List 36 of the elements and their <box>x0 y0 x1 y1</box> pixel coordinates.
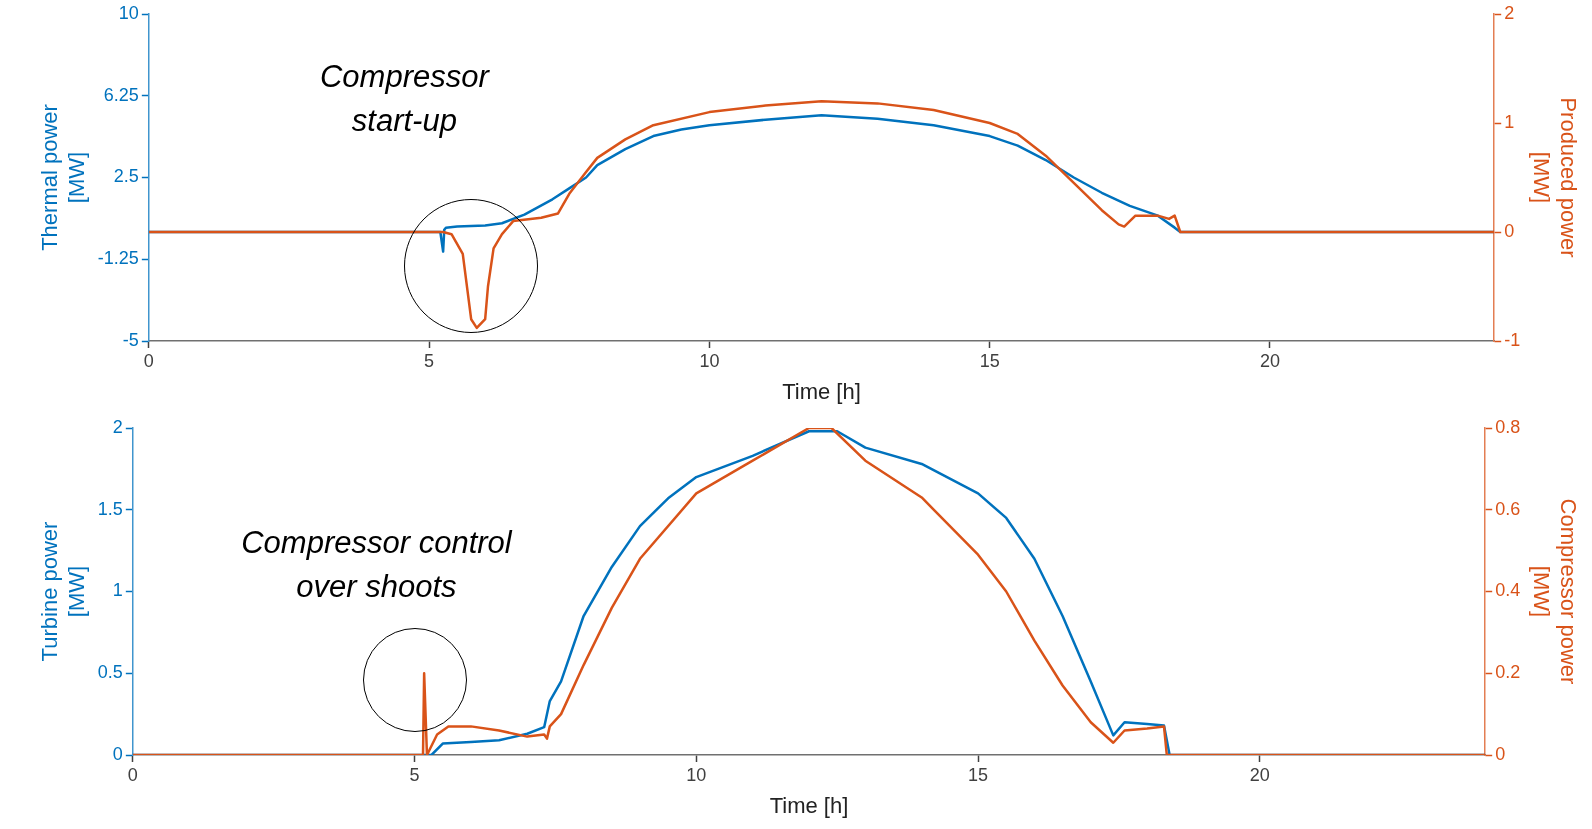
y2-tick-label: 0.4 <box>1495 580 1521 601</box>
y2-tick-label: 0.8 <box>1495 416 1521 437</box>
x-tick-label: 15 <box>979 350 1000 371</box>
x-tick-label: 20 <box>1249 764 1270 785</box>
annotation: Compressor start-up <box>319 58 489 140</box>
annotation: Compressor control over shoots <box>241 524 512 607</box>
x-tick-label: 0 <box>143 350 154 371</box>
y2-tick-label: 2 <box>1504 2 1515 23</box>
x-tick-label: 15 <box>968 764 989 785</box>
x-tick-label: 10 <box>699 350 720 371</box>
y-tick-label: 1 <box>112 580 123 601</box>
y-tick-label: -5 <box>122 329 139 350</box>
y2-tick-label: 0 <box>1504 220 1515 241</box>
x-tick-label: 10 <box>686 764 707 785</box>
y-axis-title: Thermal power [MW] <box>37 104 89 251</box>
y-axis-title: Turbine power [MW] <box>37 521 89 662</box>
y-tick-label: 0 <box>112 743 123 764</box>
y2-tick-label: 0.2 <box>1495 662 1521 683</box>
x-tick-label: 5 <box>424 350 435 371</box>
y2-tick-label: 1 <box>1504 111 1515 132</box>
y-tick-label: 6.25 <box>103 84 139 105</box>
x-tick-label: 20 <box>1259 350 1280 371</box>
y-tick-label: 0.5 <box>97 662 123 683</box>
y2-tick-label: -1 <box>1504 329 1521 350</box>
y-tick-label: 1.5 <box>97 498 123 519</box>
x-axis-title: Time [h] <box>769 792 849 818</box>
x-axis-title: Time [h] <box>782 378 861 404</box>
y2-axis-title: Produced power [MW] <box>1529 97 1581 258</box>
y-tick-label: 2 <box>112 416 123 437</box>
y2-tick-label: 0 <box>1495 743 1506 764</box>
y2-axis-title: Compressor power [MW] <box>1529 498 1581 685</box>
y-tick-label: -1.25 <box>97 248 139 269</box>
y-tick-label: 2.5 <box>113 166 139 187</box>
x-tick-label: 5 <box>409 764 420 785</box>
y2-tick-label: 0.6 <box>1495 498 1521 519</box>
y-tick-label: 10 <box>118 2 139 23</box>
